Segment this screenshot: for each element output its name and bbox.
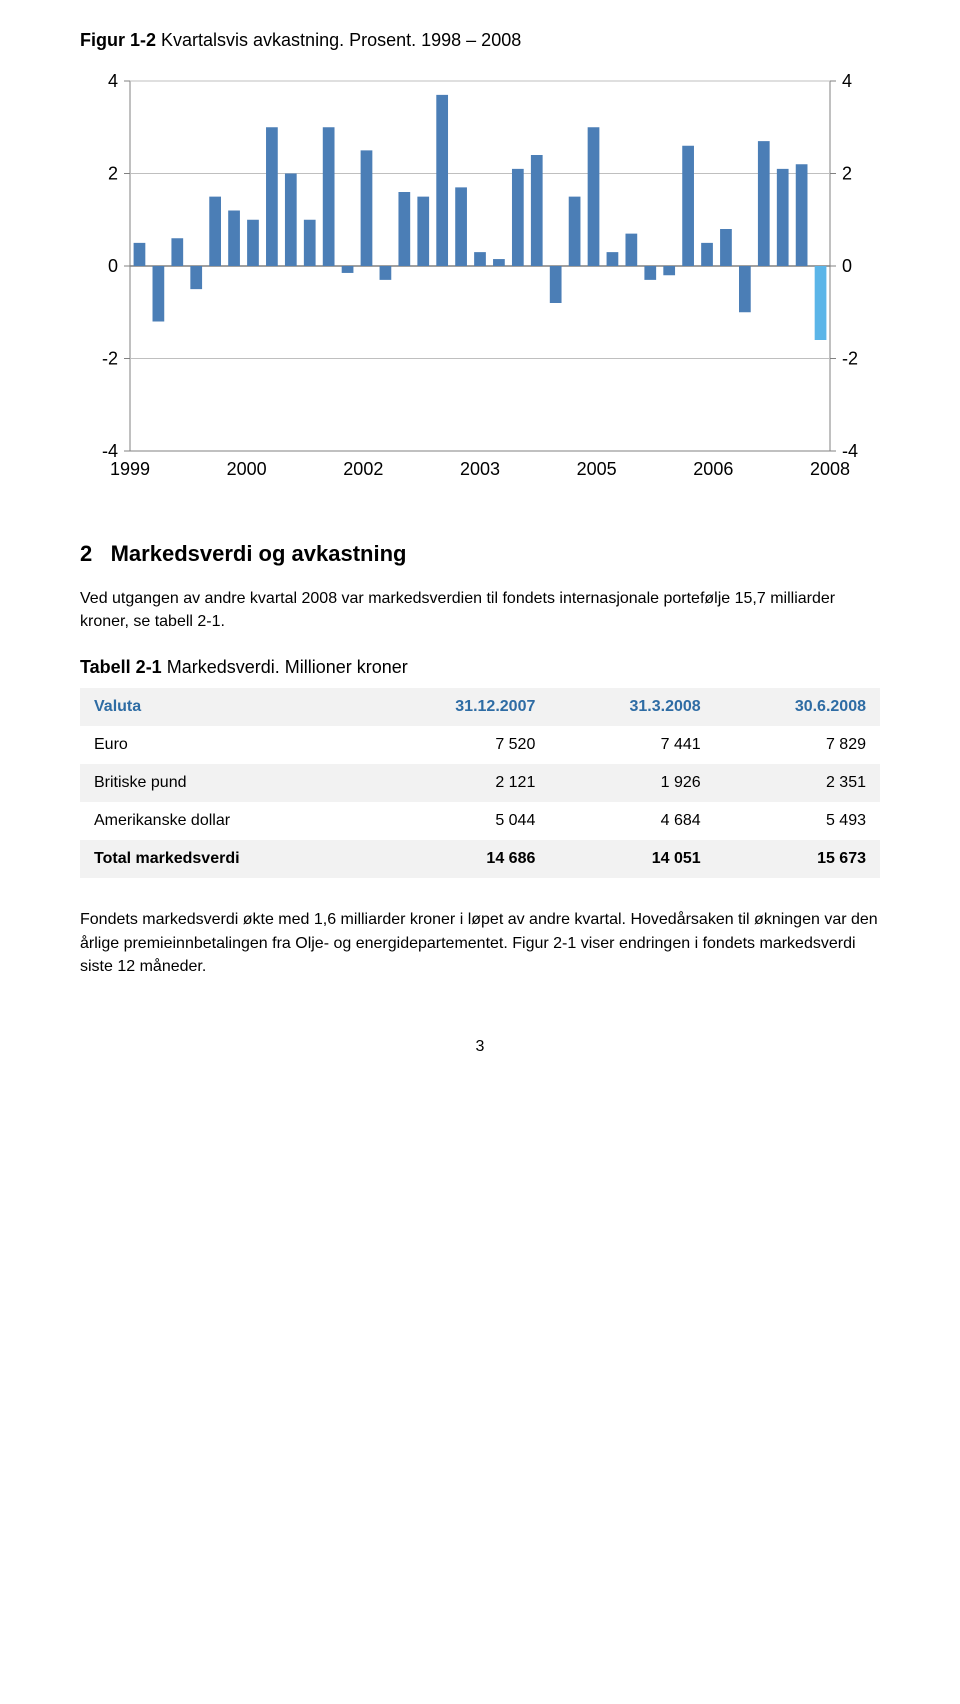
table-cell: 7 520 bbox=[369, 726, 549, 764]
table-cell: 2 121 bbox=[369, 764, 549, 802]
svg-text:-4: -4 bbox=[102, 441, 118, 461]
table-cell: 14 686 bbox=[369, 840, 549, 878]
svg-text:-2: -2 bbox=[102, 349, 118, 369]
paragraph-1: Ved utgangen av andre kvartal 2008 var m… bbox=[80, 587, 880, 633]
page-number: 3 bbox=[80, 1038, 880, 1056]
table-title-bold: Tabell 2-1 bbox=[80, 657, 162, 677]
table-title: Tabell 2-1 Markedsverdi. Millioner krone… bbox=[80, 657, 880, 678]
svg-text:2000: 2000 bbox=[227, 459, 267, 479]
table-cell-label: Britiske pund bbox=[80, 764, 369, 802]
table-title-rest: Markedsverdi. Millioner kroner bbox=[162, 657, 408, 677]
svg-text:0: 0 bbox=[842, 256, 852, 276]
section-title: Markedsverdi og avkastning bbox=[111, 541, 407, 566]
svg-text:2003: 2003 bbox=[460, 459, 500, 479]
svg-text:0: 0 bbox=[108, 256, 118, 276]
table-cell: 5 044 bbox=[369, 802, 549, 840]
svg-text:2005: 2005 bbox=[577, 459, 617, 479]
table-cell: 7 441 bbox=[549, 726, 714, 764]
table-header-col-1: 31.3.2008 bbox=[549, 688, 714, 726]
paragraph-2: Fondets markedsverdi økte med 1,6 millia… bbox=[80, 908, 880, 978]
table-cell: 2 351 bbox=[715, 764, 880, 802]
svg-text:2: 2 bbox=[108, 164, 118, 184]
figure-title-bold: Figur 1-2 bbox=[80, 30, 156, 50]
quarterly-return-chart: -4 -4 -2 -2 0 0 2 2 4 4 1999 2000 2002 2003 2005 2006 20… bbox=[80, 71, 880, 491]
svg-text:4: 4 bbox=[108, 71, 118, 91]
table-cell: 5 493 bbox=[715, 802, 880, 840]
table-cell: 1 926 bbox=[549, 764, 714, 802]
svg-text:2002: 2002 bbox=[343, 459, 383, 479]
table-cell-label: Total markedsverdi bbox=[80, 840, 369, 878]
svg-text:1999: 1999 bbox=[110, 459, 150, 479]
table-header-label: Valuta bbox=[80, 688, 369, 726]
svg-text:2: 2 bbox=[842, 164, 852, 184]
section-heading: 2 Markedsverdi og avkastning bbox=[80, 541, 880, 567]
table-cell-label: Amerikanske dollar bbox=[80, 802, 369, 840]
table-row: Total markedsverdi14 68614 05115 673 bbox=[80, 840, 880, 878]
section-number: 2 bbox=[80, 541, 92, 566]
market-value-table: Valuta 31.12.2007 31.3.2008 30.6.2008 Eu… bbox=[80, 688, 880, 878]
svg-text:2008: 2008 bbox=[810, 459, 850, 479]
table-header-col-0: 31.12.2007 bbox=[369, 688, 549, 726]
table-cell: 14 051 bbox=[549, 840, 714, 878]
table-cell: 15 673 bbox=[715, 840, 880, 878]
svg-text:4: 4 bbox=[842, 71, 852, 91]
svg-text:-4: -4 bbox=[842, 441, 858, 461]
chart-svg: -4 -4 -2 -2 0 0 2 2 4 4 1999 2000 2002 2003 2005 2006 20… bbox=[80, 71, 880, 491]
table-header-col-2: 30.6.2008 bbox=[715, 688, 880, 726]
svg-text:2006: 2006 bbox=[693, 459, 733, 479]
figure-title: Figur 1-2 Kvartalsvis avkastning. Prosen… bbox=[80, 30, 880, 51]
table-cell: 7 829 bbox=[715, 726, 880, 764]
table-header-row: Valuta 31.12.2007 31.3.2008 30.6.2008 bbox=[80, 688, 880, 726]
table-row: Euro7 5207 4417 829 bbox=[80, 726, 880, 764]
table-cell: 4 684 bbox=[549, 802, 714, 840]
table-cell-label: Euro bbox=[80, 726, 369, 764]
figure-title-rest: Kvartalsvis avkastning. Prosent. 1998 – … bbox=[156, 30, 521, 50]
svg-text:-2: -2 bbox=[842, 349, 858, 369]
table-row: Britiske pund2 1211 9262 351 bbox=[80, 764, 880, 802]
table-row: Amerikanske dollar5 0444 6845 493 bbox=[80, 802, 880, 840]
